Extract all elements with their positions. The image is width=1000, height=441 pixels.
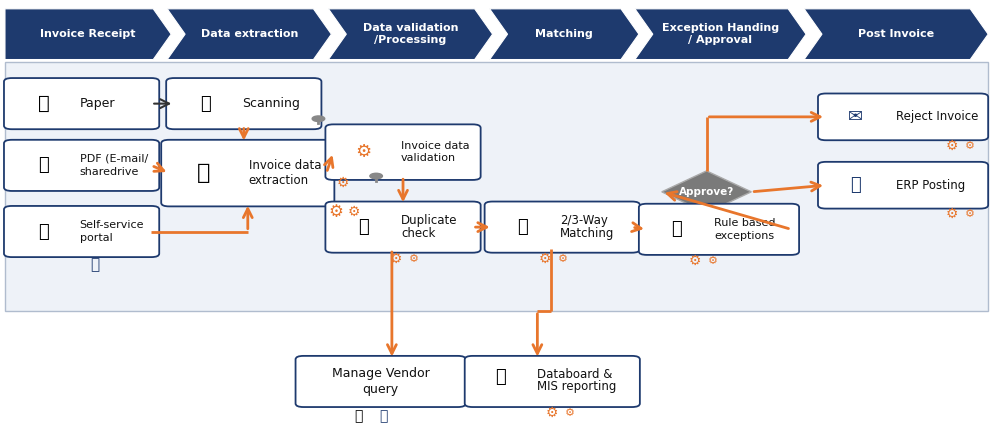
Text: 📄: 📄 [38, 157, 49, 174]
Text: 2/3-Way: 2/3-Way [560, 214, 608, 227]
Text: ✉: ✉ [848, 108, 863, 126]
Text: 🖥: 🖥 [90, 257, 99, 272]
Text: 📋: 📋 [38, 94, 50, 113]
Polygon shape [635, 9, 806, 60]
Text: Data validation
/Processing: Data validation /Processing [363, 23, 458, 45]
Text: Manage Vendor
query: Manage Vendor query [332, 367, 430, 396]
Text: ✅: ✅ [517, 218, 528, 236]
FancyBboxPatch shape [465, 356, 640, 407]
Polygon shape [167, 9, 331, 60]
Text: ⚙: ⚙ [558, 254, 568, 264]
Text: Databoard &: Databoard & [537, 368, 613, 381]
Polygon shape [490, 9, 639, 60]
Text: ⚙: ⚙ [965, 209, 975, 219]
Text: ⚙: ⚙ [390, 252, 402, 266]
Text: ⚙: ⚙ [708, 256, 718, 266]
FancyBboxPatch shape [639, 204, 799, 255]
FancyBboxPatch shape [5, 62, 988, 311]
Text: Paper: Paper [80, 97, 115, 110]
Text: Invoice data: Invoice data [249, 160, 321, 172]
FancyBboxPatch shape [818, 93, 988, 140]
FancyBboxPatch shape [818, 162, 988, 209]
Polygon shape [5, 9, 171, 60]
Text: ⚙: ⚙ [688, 254, 701, 268]
Text: Invoice Receipt: Invoice Receipt [40, 29, 136, 39]
Text: ⚙: ⚙ [337, 176, 350, 190]
Text: 🖥: 🖥 [38, 223, 49, 240]
FancyBboxPatch shape [161, 140, 334, 206]
Text: Scanning: Scanning [242, 97, 300, 110]
Text: Approve?: Approve? [679, 187, 734, 197]
Text: 📊: 📊 [495, 368, 506, 386]
Text: Exception Handing
/ Approval: Exception Handing / Approval [662, 23, 779, 45]
Text: extraction: extraction [249, 174, 309, 187]
Text: ⚙: ⚙ [546, 406, 559, 420]
Polygon shape [804, 9, 988, 60]
Text: 🖥: 🖥 [379, 409, 387, 423]
Text: exceptions: exceptions [714, 231, 775, 241]
FancyBboxPatch shape [296, 356, 466, 407]
Text: portal: portal [80, 233, 112, 243]
Text: ⚙: ⚙ [565, 408, 575, 418]
Text: 🔧: 🔧 [671, 220, 682, 238]
FancyBboxPatch shape [166, 78, 321, 129]
Text: ⚙: ⚙ [539, 252, 552, 266]
Text: ⚙: ⚙ [946, 207, 959, 221]
FancyBboxPatch shape [325, 124, 481, 180]
FancyBboxPatch shape [4, 206, 159, 257]
Text: PDF (E-mail/: PDF (E-mail/ [80, 154, 148, 164]
Text: 💬: 💬 [354, 409, 362, 423]
Text: ⚙: ⚙ [329, 203, 344, 220]
Polygon shape [662, 171, 751, 213]
Text: Rule based: Rule based [714, 218, 776, 228]
Text: MIS reporting: MIS reporting [537, 380, 617, 393]
FancyBboxPatch shape [4, 78, 159, 129]
Text: ⚙: ⚙ [409, 254, 419, 264]
Text: ⚙: ⚙ [355, 143, 371, 161]
Text: Reject Invoice: Reject Invoice [896, 110, 978, 123]
FancyBboxPatch shape [4, 140, 159, 191]
Text: ⚙: ⚙ [348, 205, 361, 219]
Text: Data extraction: Data extraction [201, 29, 298, 39]
Text: Matching: Matching [560, 227, 615, 240]
Text: 🖨: 🖨 [201, 95, 211, 112]
FancyBboxPatch shape [485, 202, 640, 253]
Text: Self-service: Self-service [80, 220, 144, 230]
Text: ⚙: ⚙ [946, 138, 959, 153]
Text: 🖨: 🖨 [850, 176, 861, 194]
Polygon shape [328, 9, 493, 60]
FancyBboxPatch shape [325, 202, 481, 253]
Text: 🔍: 🔍 [197, 163, 211, 183]
Circle shape [370, 173, 382, 179]
Text: sharedrive: sharedrive [80, 167, 139, 177]
Text: ⚙: ⚙ [965, 141, 975, 150]
Text: ❗: ❗ [358, 218, 369, 236]
Text: validation: validation [401, 153, 456, 163]
Text: Post Invoice: Post Invoice [858, 29, 934, 39]
Text: ERP Posting: ERP Posting [896, 179, 965, 192]
Text: Duplicate: Duplicate [401, 214, 458, 227]
Text: Invoice data: Invoice data [401, 141, 470, 151]
Text: Matching: Matching [535, 29, 593, 39]
Circle shape [312, 116, 325, 121]
Text: check: check [401, 227, 435, 240]
